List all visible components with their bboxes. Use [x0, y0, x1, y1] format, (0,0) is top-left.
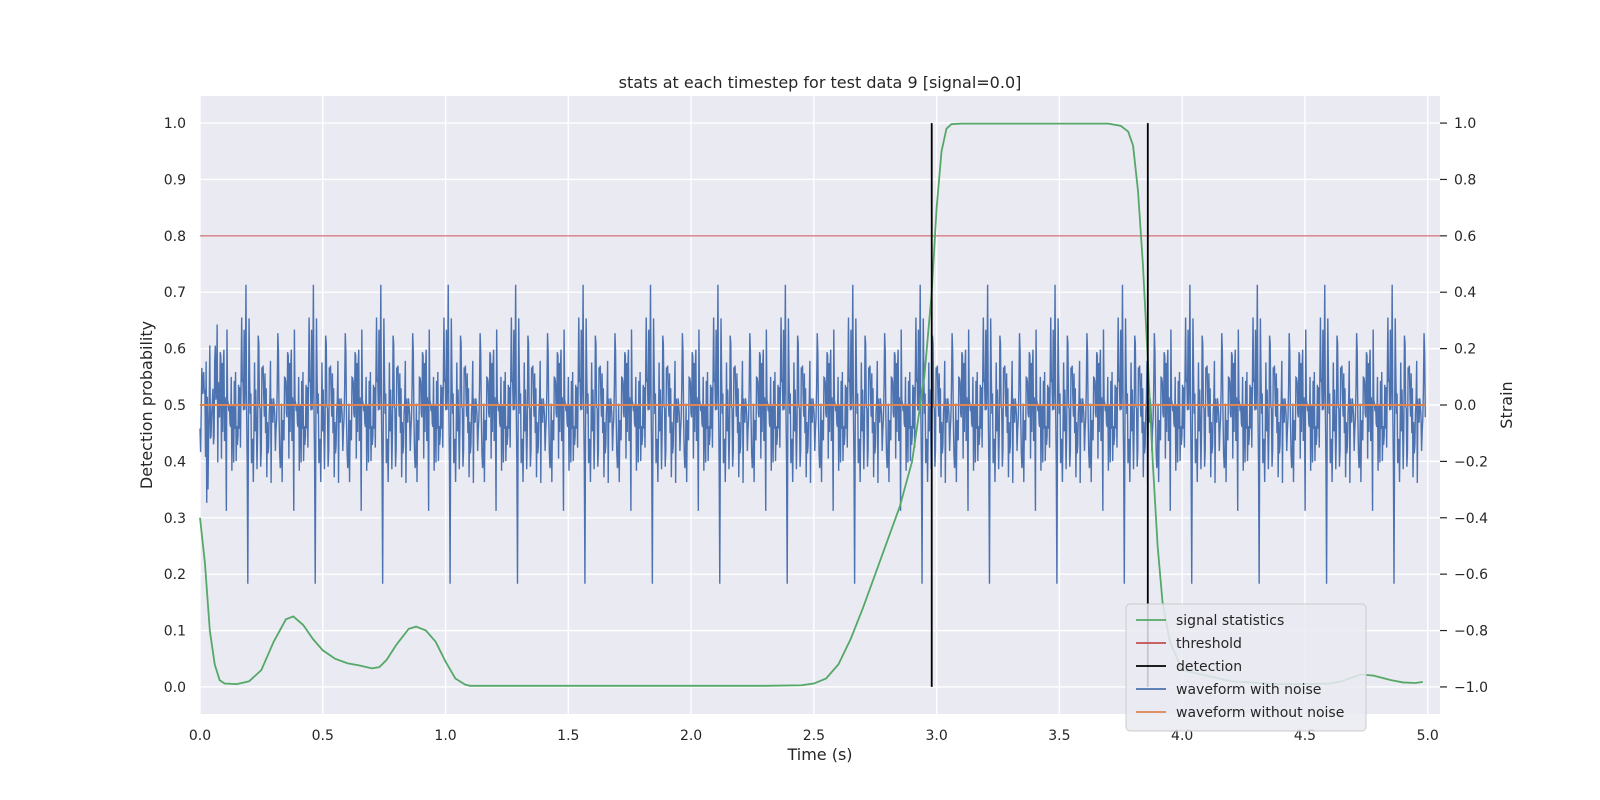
detection-series [930, 123, 1149, 687]
waveform-with-noise-series [199, 284, 1426, 584]
y-tick-label: 1.0 [164, 116, 186, 132]
legend-label-clean: waveform without noise [1176, 705, 1344, 721]
y-tick-label: 0.2 [164, 567, 186, 583]
x-axis-label: Time (s) [786, 745, 852, 764]
y2-tick-label: 1.0 [1454, 116, 1476, 132]
y2-tick-label: 0.2 [1454, 342, 1476, 358]
x-tick-label: 2.0 [680, 728, 702, 744]
x-tick-label: 5.0 [1417, 728, 1439, 744]
legend-label-threshold: threshold [1176, 636, 1242, 652]
y-tick-label: 0.7 [164, 285, 186, 301]
y2-tick-label: 0.0 [1454, 398, 1476, 414]
y2-tick-label: 0.6 [1454, 229, 1476, 245]
legend-label-noisy: waveform with noise [1176, 682, 1321, 698]
y-tick-label: 0.5 [164, 398, 186, 414]
x-tick-label: 4.5 [1294, 728, 1316, 744]
axes: 0.0 0.5 1.0 1.5 2.0 2.5 3.0 3.5 4.0 4.5 5.0 0.0 0.1 0… [164, 116, 1488, 744]
y2-axis-label: Strain [1497, 381, 1516, 428]
y-tick-label: 0.1 [164, 624, 186, 640]
y-tick-label: 0.4 [164, 454, 186, 470]
x-tick-label: 1.0 [434, 728, 456, 744]
y-tick-label: 0.6 [164, 342, 186, 358]
y2-tick-label: 0.4 [1454, 285, 1476, 301]
y2-tick-label: 0.8 [1454, 172, 1476, 188]
y-tick-label: 0.0 [164, 680, 186, 696]
x-tick-label: 2.5 [803, 728, 825, 744]
y2-tick-label: −0.8 [1454, 624, 1488, 640]
legend-label-detection: detection [1176, 659, 1242, 675]
y2-tick-label: −0.4 [1454, 511, 1488, 527]
y2-tick-label: −0.6 [1454, 567, 1488, 583]
waveform-with-noise-line [199, 284, 1426, 584]
legend-box [1125, 603, 1367, 732]
x-tick-label: 0.5 [312, 728, 334, 744]
y-tick-label: 0.9 [164, 172, 186, 188]
x-tick-label: 1.5 [557, 728, 579, 744]
x-tick-label: 0.0 [189, 728, 211, 744]
chart-title: stats at each timestep for test data 9 [… [619, 73, 1022, 92]
x-tick-label: 3.0 [926, 728, 948, 744]
y-tick-label: 0.8 [164, 229, 186, 245]
x-tick-label: 4.0 [1171, 728, 1193, 744]
y2-tick-label: −1.0 [1454, 680, 1488, 696]
legend: signal statistics threshold detection wavef… [1125, 603, 1367, 732]
y-axis-label: Detection probability [137, 321, 156, 489]
y2-tick-label: −0.2 [1454, 454, 1488, 470]
legend-label-signal: signal statistics [1176, 613, 1284, 629]
y-tick-label: 0.3 [164, 511, 186, 527]
x-tick-label: 3.5 [1048, 728, 1070, 744]
